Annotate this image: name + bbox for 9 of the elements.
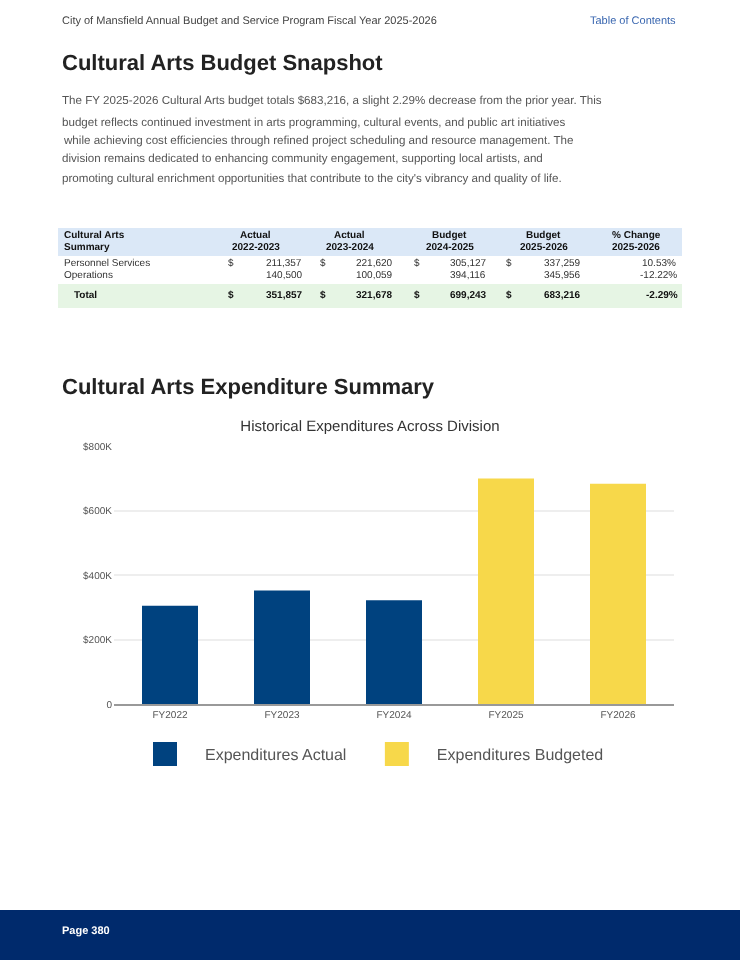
text: Cultural Arts Expenditure Summary <box>62 376 436 400</box>
bar <box>142 605 198 704</box>
bar <box>590 483 646 704</box>
text: Cultural Arts Budget Snapshot <box>62 52 384 76</box>
bar <box>478 478 534 704</box>
legend-label: Expenditures Budgeted <box>436 746 604 765</box>
legend-label: Expenditures Actual <box>205 746 347 765</box>
bar <box>366 600 422 704</box>
bar <box>254 590 310 704</box>
